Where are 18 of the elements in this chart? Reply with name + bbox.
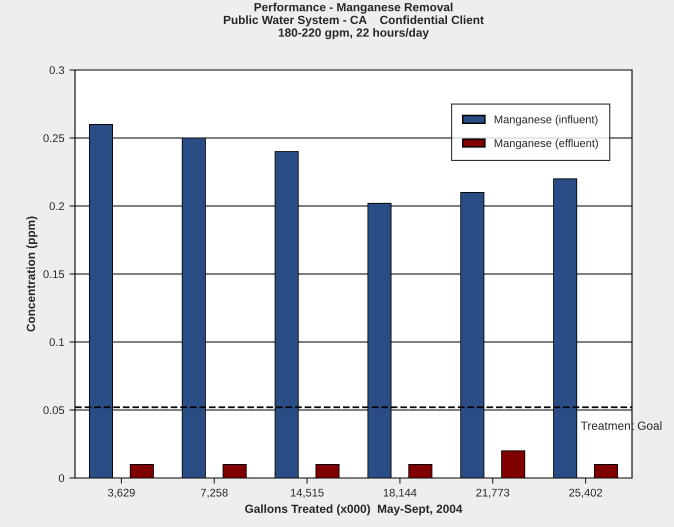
x-tick-label: 14,515 bbox=[290, 488, 324, 498]
x-tick-label: 25,402 bbox=[569, 488, 602, 498]
y-tick-label: 0.25 bbox=[43, 134, 64, 142]
x-axis-title: Gallons Treated (x000) May-Sept, 2004 bbox=[245, 504, 462, 516]
x-tick-label: 21,773 bbox=[476, 488, 510, 498]
y-tick-label: 0 bbox=[58, 474, 64, 482]
chart-title: Performance - Manganese Removal Public Water System - CA Confidential Client 180-220 gpm, 22 hours/day bbox=[224, 2, 484, 40]
legend-label: Manganese (influent) bbox=[494, 115, 598, 126]
legend-label: Manganese (effluent) bbox=[494, 138, 598, 150]
y-tick-label: 0.1 bbox=[50, 338, 64, 346]
y-tick-label: 0.3 bbox=[50, 66, 64, 74]
y-axis-title: Concentration (ppm) bbox=[26, 216, 38, 332]
y-tick-label: 0.05 bbox=[43, 406, 64, 414]
x-tick-label: 18,144 bbox=[384, 488, 417, 498]
x-tick-label: 3,629 bbox=[108, 488, 135, 498]
x-tick-label: 7,258 bbox=[200, 488, 228, 498]
y-tick-label: 0.15 bbox=[43, 270, 64, 278]
y-tick-label: 0.2 bbox=[50, 202, 64, 210]
